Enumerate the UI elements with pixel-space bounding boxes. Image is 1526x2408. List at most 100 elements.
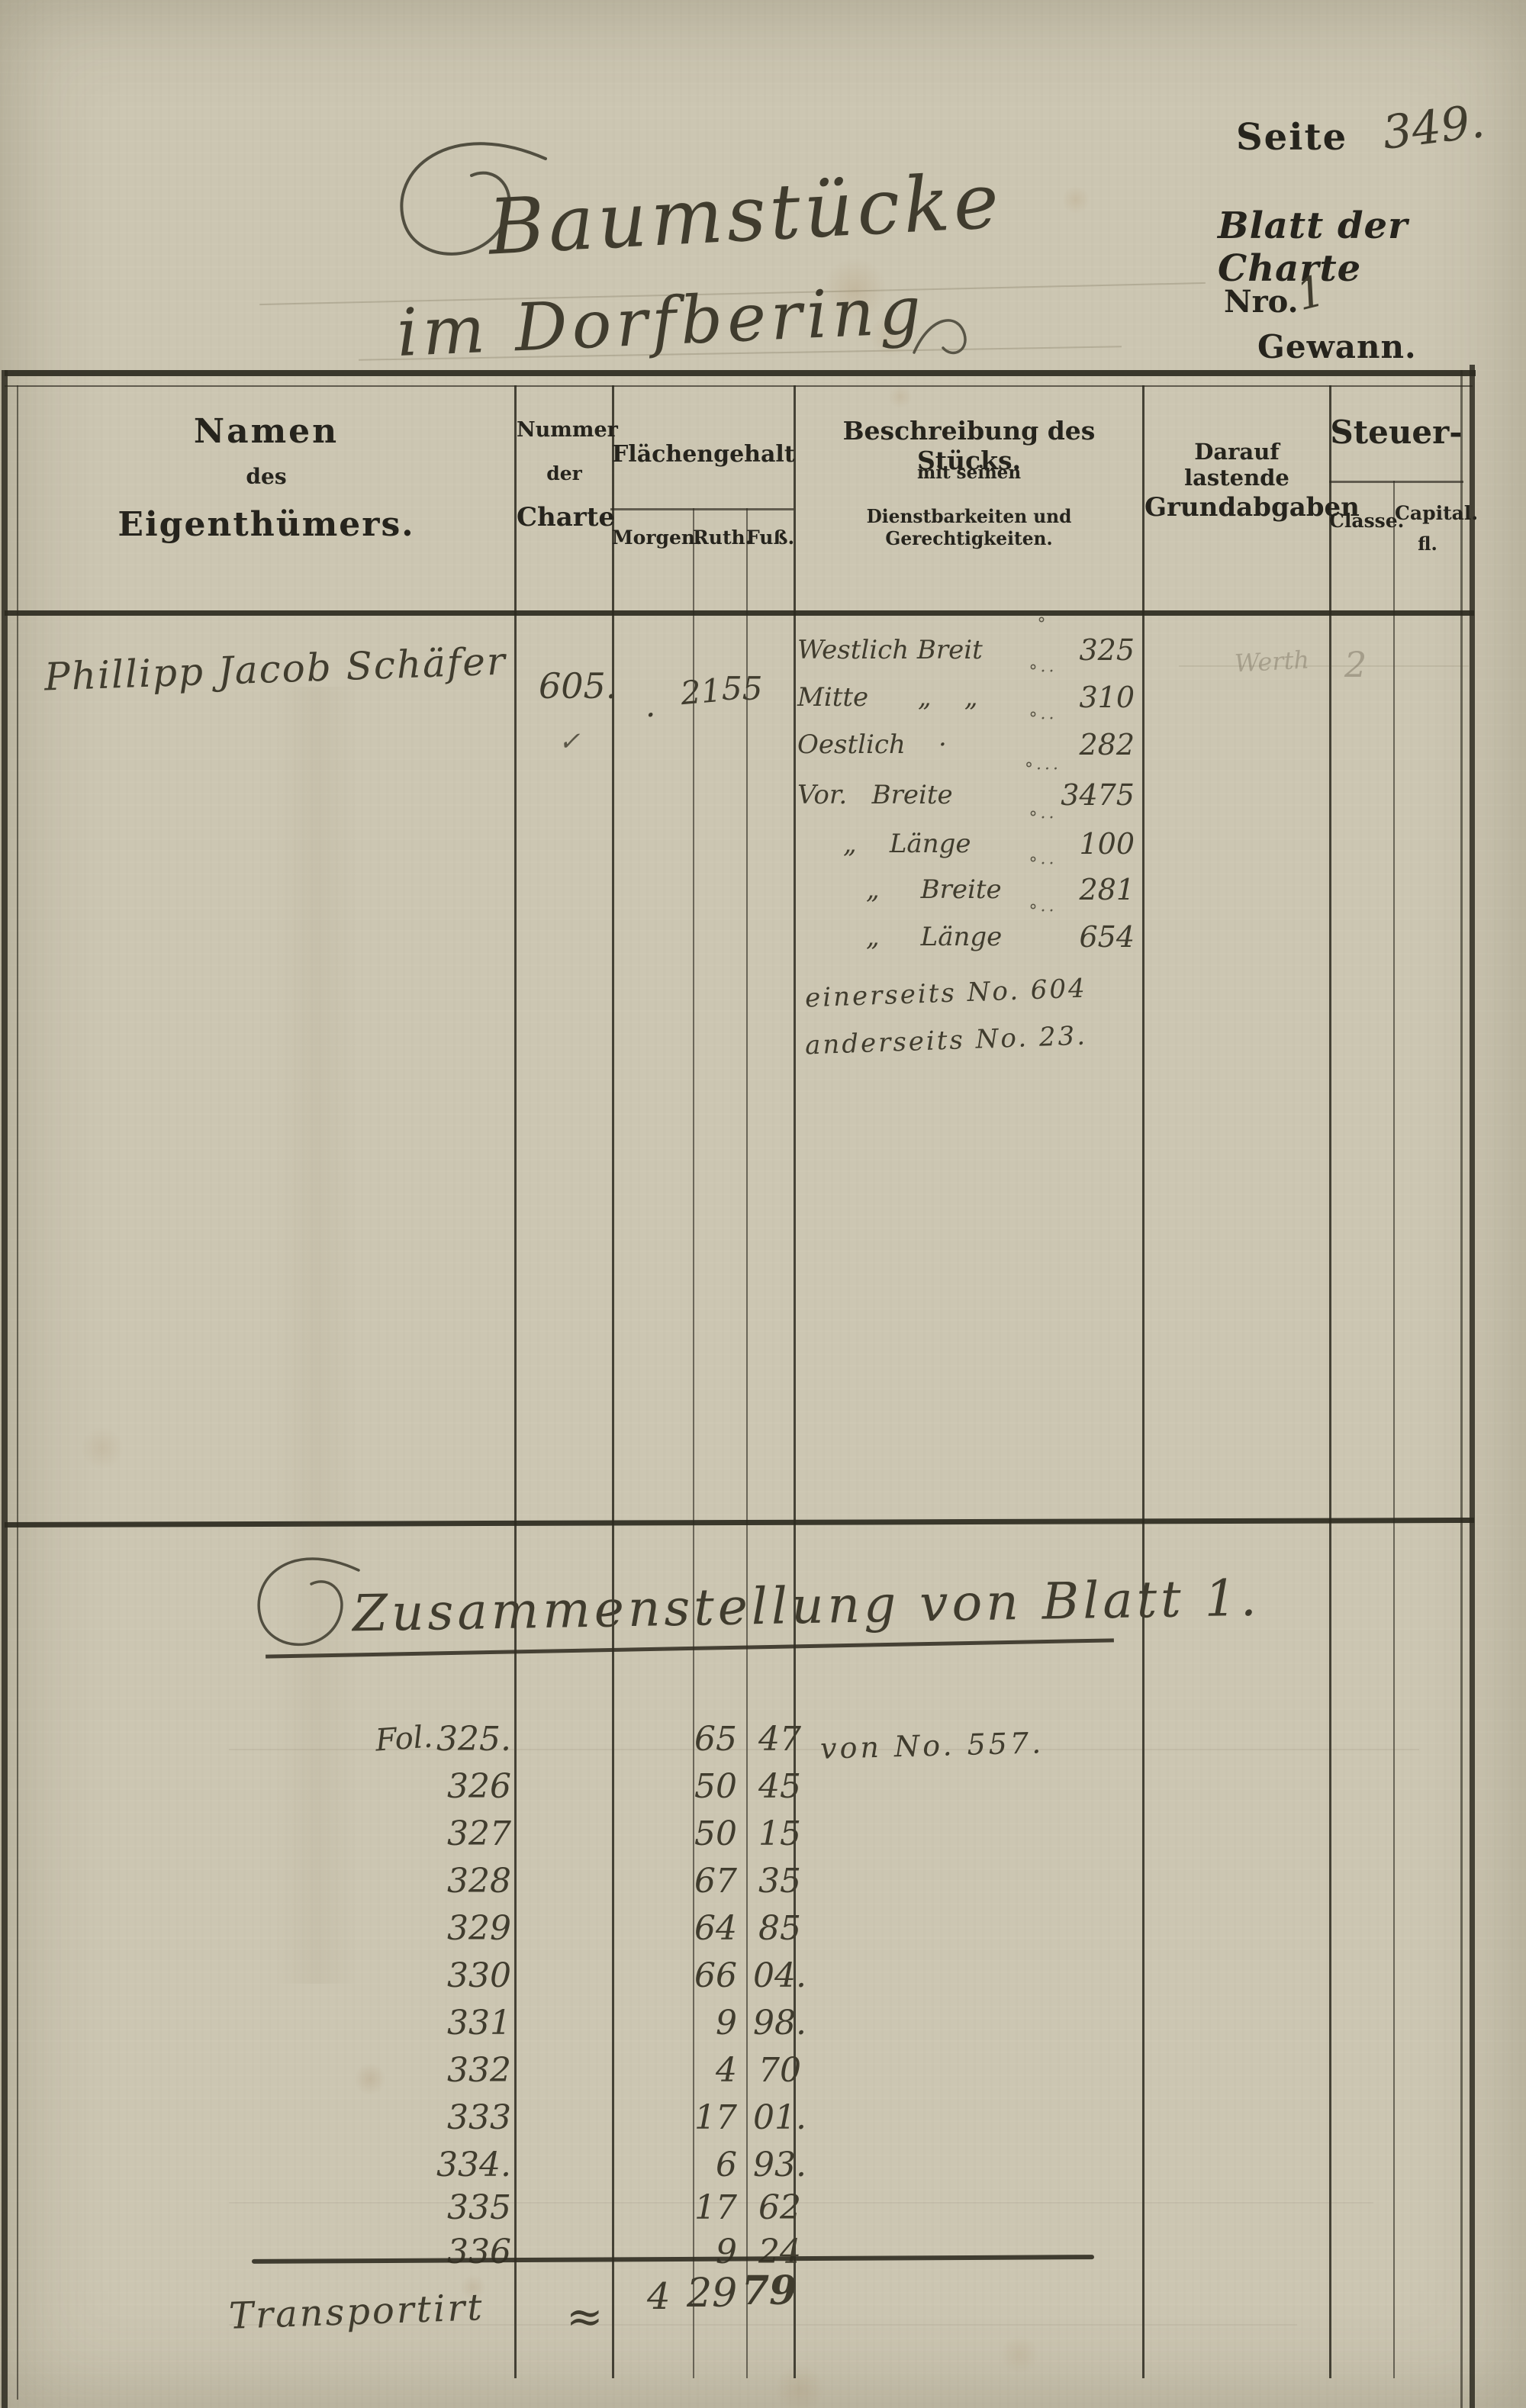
ruth-value: 17	[694, 2188, 737, 2227]
guide-line	[229, 1749, 1419, 1750]
seite-number: 349.	[1380, 95, 1488, 160]
parcel-number: 331	[447, 2004, 511, 2043]
description-label: „ Länge	[843, 829, 971, 859]
ruth-value: 9	[716, 2004, 737, 2043]
header-grundabgaben-line1: Darauf lastende	[1184, 439, 1289, 491]
col-rule-morgen-ruth	[693, 508, 694, 2378]
parcel-number: 326	[447, 1767, 511, 1806]
fuss-value: 15	[758, 1814, 801, 1853]
header-ruth: Ruth.	[693, 526, 752, 549]
flaeche-subheader-rule	[610, 508, 794, 510]
description-marks: °	[1037, 615, 1049, 634]
fuss-value: 93.	[753, 2146, 806, 2184]
entry-charte-number: 605.	[539, 665, 617, 707]
col-rule-classe-capital	[1393, 481, 1395, 2378]
summary-row: 335 17 62	[0, 2188, 1221, 2234]
header-nummer-line1: Nummer	[517, 418, 618, 442]
header-beschreibung-line3: Dienstbarkeiten und Gerechtigkeiten.	[866, 505, 1072, 549]
summary-total-morgen: 4	[647, 2275, 671, 2318]
description-label: Mitte „ „	[797, 682, 978, 713]
description-label: „ Breite	[866, 874, 1002, 905]
fuss-value: 47	[758, 1720, 801, 1759]
header-namen-line3: Eigenthümers.	[118, 505, 415, 544]
fuss-value: 04.	[753, 1956, 806, 1995]
description-marks: °··	[1029, 855, 1058, 874]
description-line: „ Breite °·· 281	[797, 855, 1142, 922]
ruth-value: 65	[694, 1720, 737, 1759]
parcel-number: 329	[447, 1909, 511, 1948]
blatt-der-charte-label: Blatt der Charte	[1218, 204, 1408, 290]
fuss-value: 62	[758, 2188, 801, 2227]
description-line: „ Länge °·· 654	[797, 902, 1142, 969]
fuss-value: 24	[758, 2233, 801, 2271]
entry-classe-value: 2	[1344, 644, 1367, 685]
entry-ruth-value: 21	[678, 671, 723, 713]
parcel-number: 325.	[436, 1720, 511, 1759]
summary-total-ruth: 29	[687, 2271, 738, 2316]
col-rule-namen-nummer	[514, 385, 517, 2378]
seite-label: Seite	[1236, 116, 1348, 159]
entry-adjacent-2: anderseits No. 23.	[804, 1020, 1088, 1061]
col-rule-beschreibung-grund	[1142, 385, 1144, 2378]
fuss-value: 70	[758, 2051, 801, 2090]
table-top-rule-thick	[5, 370, 1476, 376]
summary-row: 328 67 35	[0, 1862, 1221, 1907]
title-flourish	[400, 142, 547, 256]
title-tail-flourish	[913, 319, 967, 355]
parcel-number: 332	[447, 2051, 511, 2090]
header-fuss: Fuß.	[746, 526, 795, 549]
guide-line	[229, 2202, 1373, 2204]
fuss-value: 98.	[753, 2004, 806, 2043]
header-namen-line2: des	[246, 464, 287, 489]
description-marks: °··	[1029, 710, 1058, 729]
header-capital-line2: fl.	[1418, 533, 1437, 555]
description-value: 325	[1079, 633, 1135, 667]
header-capital-line1: Capital.	[1395, 502, 1479, 524]
guide-line	[229, 2324, 1297, 2326]
ruth-value: 66	[694, 1956, 737, 1995]
page-title-line1: Baumstücke	[486, 156, 1005, 272]
entry-morgen-value: .	[645, 687, 656, 724]
fuss-value: 35	[758, 1862, 801, 1901]
description-value: 310	[1079, 681, 1135, 714]
summary-total-fuss: 79	[742, 2268, 797, 2314]
description-value: 100	[1079, 827, 1135, 861]
section-divider-rule	[4, 1517, 1475, 1528]
entry-check-mark: ✓	[559, 726, 581, 757]
transport-label: Transportirt	[228, 2286, 485, 2338]
table-right-border-inner	[1460, 370, 1463, 2408]
summary-row: 331 9 98.	[0, 2004, 1221, 2049]
parcel-number: 336	[447, 2233, 511, 2271]
parcel-number: 333	[447, 2098, 511, 2137]
col-rule-grund-steuer	[1329, 385, 1331, 2378]
summary-title: Zusammenstellung von Blatt 1.	[352, 1568, 1261, 1643]
ruth-value: 17	[694, 2098, 737, 2137]
description-label: „ Länge	[866, 922, 1003, 952]
fuss-value: 85	[758, 1909, 801, 1948]
description-line: Vor. Breite °··· 3475	[797, 760, 1142, 827]
ruth-value: 67	[694, 1862, 737, 1901]
header-nummer-line3: Charte	[517, 502, 616, 533]
description-line: Mitte „ „ °·· 310	[797, 662, 1142, 729]
description-marks: °···	[1025, 760, 1061, 779]
entry-grundabgaben-pencil-note: Werth	[1234, 645, 1310, 678]
summary-row: 327 50 15	[0, 1814, 1221, 1860]
header-nummer-line2: der	[546, 462, 582, 484]
parcel-number: 330	[447, 1956, 511, 1995]
description-label: Westlich Breit	[797, 635, 983, 665]
parcel-number: 334.	[436, 2146, 511, 2184]
header-flaechengehalt: Flächengehalt	[612, 441, 795, 468]
description-label: Vor. Breite	[797, 780, 953, 810]
header-namen-line1: Namen	[193, 412, 340, 451]
table-top-rule-thin	[5, 385, 1473, 387]
ruth-value: 50	[694, 1767, 737, 1806]
nro-label: Nro.	[1224, 284, 1299, 320]
description-value: 281	[1079, 873, 1135, 906]
entry-adjacent-1: einerseits No. 604	[804, 973, 1088, 1014]
description-line: Westlich Breit ° 325	[797, 615, 1142, 682]
summary-row: 334. 6 93.	[0, 2146, 1221, 2191]
fuss-value: 45	[758, 1767, 801, 1806]
table-right-border-outer	[1470, 365, 1475, 2408]
ruth-value: 64	[694, 1909, 737, 1948]
